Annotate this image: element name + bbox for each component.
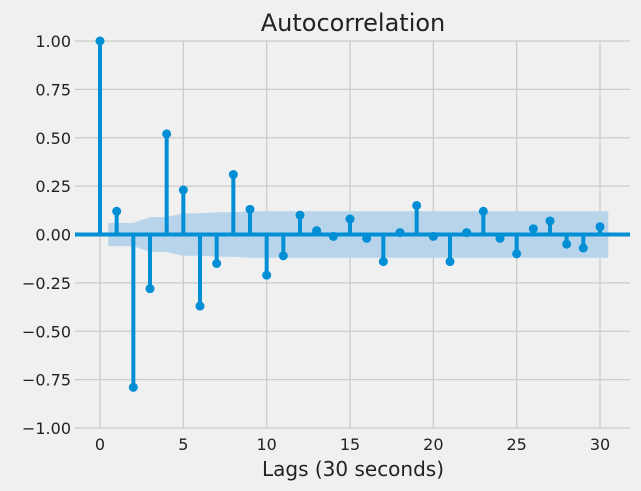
- acf-point: [595, 222, 605, 232]
- y-tick-label: 1.00: [35, 32, 71, 51]
- x-tick-label: 5: [178, 435, 188, 454]
- acf-point: [345, 214, 355, 224]
- acf-point: [412, 200, 422, 210]
- acf-point: [95, 36, 105, 46]
- x-tick-label: 30: [590, 435, 610, 454]
- acf-point: [512, 249, 522, 259]
- chart-title: Autocorrelation: [261, 9, 446, 37]
- acf-point: [278, 251, 288, 261]
- acf-point: [162, 129, 172, 139]
- y-tick-label: −0.25: [22, 274, 71, 293]
- tick-labels-group: 1.00 0.75 0.50 0.25 0.00 −0.25 −0.50 −0.75 −1.00…: [22, 32, 610, 454]
- x-tick-label: 20: [423, 435, 443, 454]
- acf-point: [528, 224, 538, 234]
- x-tick-label: 0: [95, 435, 105, 454]
- acf-point: [128, 382, 138, 392]
- acf-point: [312, 226, 322, 236]
- acf-point: [562, 239, 572, 249]
- acf-point: [362, 233, 372, 243]
- acf-point: [295, 210, 305, 220]
- acf-point: [245, 204, 255, 214]
- acf-point: [578, 243, 588, 253]
- acf-point: [328, 231, 338, 241]
- acf-point: [378, 257, 388, 267]
- y-tick-label: 0.50: [35, 129, 71, 148]
- y-tick-label: −0.50: [22, 322, 71, 341]
- acf-point: [145, 284, 155, 294]
- stems-group: [75, 36, 630, 392]
- acf-point: [445, 257, 455, 267]
- y-tick-label: −0.75: [22, 371, 71, 390]
- y-tick-label: −1.00: [22, 419, 71, 438]
- acf-point: [228, 170, 238, 180]
- acf-point: [178, 185, 188, 195]
- acf-point: [462, 228, 472, 238]
- x-tick-label: 25: [506, 435, 526, 454]
- x-tick-label: 10: [256, 435, 276, 454]
- y-tick-label: 0.75: [35, 80, 71, 99]
- y-tick-label: 0.00: [35, 226, 71, 245]
- acf-point: [545, 216, 555, 226]
- x-axis-label: Lags (30 seconds): [262, 457, 444, 481]
- acf-point: [212, 259, 222, 269]
- x-tick-label: 15: [340, 435, 360, 454]
- acf-point: [195, 301, 205, 311]
- acf-point: [478, 206, 488, 216]
- acf-point: [262, 270, 272, 280]
- acf-point: [395, 228, 405, 238]
- y-tick-label: 0.25: [35, 177, 71, 196]
- acf-point: [428, 231, 438, 241]
- acf-point: [495, 233, 505, 243]
- acf-point: [112, 206, 122, 216]
